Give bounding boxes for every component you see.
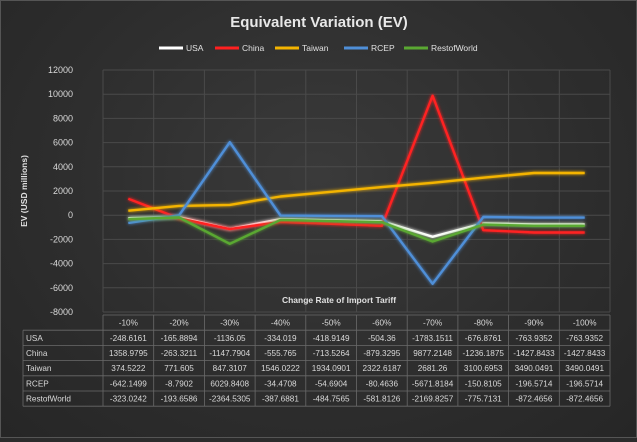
data-label: -775.7131 [465, 395, 502, 404]
data-label: -80.4636 [366, 379, 399, 388]
data-label: 3490.0491 [565, 364, 604, 373]
series-line-restofworld [128, 216, 585, 246]
x-tick-label: -80% [474, 319, 493, 328]
data-label: -150.8105 [465, 379, 502, 388]
series-line-taiwan [128, 171, 585, 212]
data-label: -581.8126 [363, 395, 400, 404]
data-label: 9877.2148 [413, 349, 452, 358]
data-label: -387.6881 [262, 395, 299, 404]
data-label: -555.765 [264, 349, 297, 358]
data-label: 3100.6953 [464, 364, 503, 373]
data-label: -1427.8433 [564, 349, 606, 358]
data-label: -334.019 [264, 334, 297, 343]
x-tick-label: -50% [322, 319, 341, 328]
y-tick-label: 0 [68, 210, 73, 220]
data-label: -34.4708 [264, 379, 297, 388]
data-label: 1934.0901 [312, 364, 351, 373]
data-table: -10% -20% -30% -40% -50% -60% -70% -80% -90% -100… [22, 314, 611, 407]
x-tick-label: -90% [524, 319, 543, 328]
y-tick-label: 2000 [53, 186, 73, 196]
y-axis-ticks: 12000 10000 8000 6000 4000 2000 0 -2000 -4000 -60… [48, 65, 73, 317]
data-label: -193.6586 [161, 395, 198, 404]
data-label: -1147.7904 [209, 349, 250, 358]
table-series-name: Taiwan [26, 364, 52, 373]
data-label: -1236.1875 [463, 349, 505, 358]
data-label: -872.4656 [516, 395, 553, 404]
data-label: -5671.8184 [412, 379, 454, 388]
gridlines [102, 69, 611, 313]
x-tick-label: -30% [220, 319, 239, 328]
x-tick-label: -40% [271, 319, 290, 328]
y-tick-label: 4000 [53, 162, 73, 172]
data-label: -763.9352 [566, 334, 603, 343]
data-label: 1546.0222 [261, 364, 300, 373]
legend-entry: China [242, 43, 264, 53]
data-label: -54.6904 [315, 379, 348, 388]
data-label: 6029.8408 [210, 379, 249, 388]
table-series-name: RestofWorld [26, 395, 71, 404]
data-label: -642.1499 [110, 379, 147, 388]
legend-entry: Taiwan [302, 43, 329, 53]
data-label: -263.3211 [161, 349, 198, 358]
y-tick-label: -4000 [50, 259, 73, 269]
y-tick-label: 12000 [48, 65, 73, 75]
series-line-china [127, 94, 585, 234]
y-axis-label: EV (USD millions) [19, 155, 29, 227]
data-label: -165.8894 [161, 334, 198, 343]
data-label: -1136.05 [214, 334, 246, 343]
data-label: 3490.0491 [515, 364, 554, 373]
legend-entry: RestofWorld [431, 43, 478, 53]
table-series-name: USA [26, 334, 43, 343]
x-tick-label: -70% [423, 319, 442, 328]
data-label: 1358.9795 [109, 349, 148, 358]
legend-entry: USA [186, 43, 204, 53]
data-label: -763.9352 [516, 334, 553, 343]
x-axis-label: Change Rate of Import Tariff [282, 295, 396, 305]
table-series-name: RCEP [26, 379, 49, 388]
y-tick-label: 8000 [53, 113, 73, 123]
legend: USA China Taiwan RCEP RestofWorld [159, 43, 478, 53]
x-tick-label: -60% [372, 319, 391, 328]
data-label: -2169.8257 [412, 395, 454, 404]
data-label: -196.5714 [516, 379, 553, 388]
chart-title: Equivalent Variation (EV) [230, 14, 408, 31]
series-line-rcep [128, 140, 585, 285]
data-label: -713.5264 [313, 349, 350, 358]
y-tick-label: -8000 [50, 307, 73, 317]
x-tick-label: -100% [573, 319, 597, 328]
data-label: 2322.6187 [362, 364, 401, 373]
x-tick-label: -20% [169, 319, 188, 328]
data-label: 771.605 [164, 364, 194, 373]
data-label: -676.8761 [465, 334, 502, 343]
data-label: 847.3107 [213, 364, 248, 373]
data-label: -323.0242 [110, 395, 147, 404]
data-label: -484.7565 [313, 395, 350, 404]
data-label: -1427.8433 [513, 349, 555, 358]
y-tick-label: 10000 [48, 89, 73, 99]
x-tick-label: -10% [119, 319, 138, 328]
y-tick-label: -6000 [50, 283, 73, 293]
data-label: -196.5714 [566, 379, 603, 388]
data-label: -879.3295 [363, 349, 400, 358]
data-label: -418.9149 [313, 334, 350, 343]
y-tick-label: -2000 [50, 234, 73, 244]
data-label: -504.36 [368, 334, 396, 343]
data-label: 374.5222 [111, 364, 146, 373]
series-lines [127, 94, 585, 285]
data-label: 2681.26 [418, 364, 448, 373]
table-series-name: China [26, 349, 48, 358]
data-label: -872.4656 [566, 395, 603, 404]
data-label: -1783.1511 [412, 334, 453, 343]
data-label: -2364.5305 [209, 395, 251, 404]
data-label: -248.6161 [110, 334, 147, 343]
y-tick-label: 6000 [53, 138, 73, 148]
legend-entry: RCEP [371, 43, 395, 53]
data-label: -8.7902 [165, 379, 193, 388]
